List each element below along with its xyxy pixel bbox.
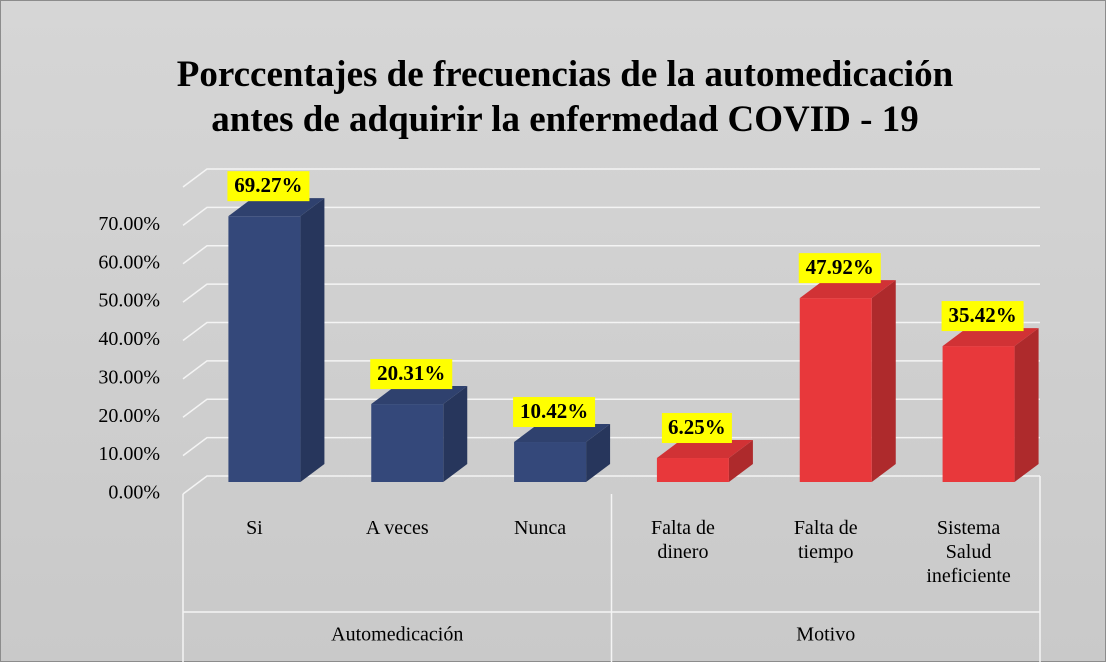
data-label-bg (227, 171, 310, 202)
bar-top (228, 198, 325, 217)
y-tick-label: 60.00% (98, 251, 160, 273)
bar-side (871, 280, 896, 482)
y-tick-label: 50.00% (98, 290, 160, 312)
bar-side (1014, 328, 1039, 482)
data-label: 6.25% (668, 415, 726, 439)
data-label-bg (513, 397, 596, 428)
y-tick-label: 70.00% (98, 213, 160, 235)
x-tick-label: Nunca (513, 517, 567, 539)
bar (656, 458, 729, 482)
data-label: 10.42% (520, 399, 588, 423)
grid-line (182, 321, 1040, 342)
y-tick-label: 40.00% (98, 328, 160, 350)
bar-side (300, 198, 325, 482)
group-label: Motivo (796, 624, 855, 646)
y-tick-label: 30.00% (98, 366, 160, 388)
bar (371, 404, 444, 482)
data-label: 20.31% (377, 361, 445, 385)
y-tick-label: 20.00% (98, 405, 160, 427)
bar-side (728, 440, 753, 482)
grid-line (182, 398, 1040, 418)
data-label-bg (661, 413, 732, 444)
bar-side (443, 386, 468, 482)
x-tick-label-box: Sistema Salud ineficiente (926, 517, 1011, 587)
data-label: 35.42% (948, 303, 1016, 327)
x-tick-label: Si (246, 517, 263, 539)
y-tick-label: 10.00% (98, 443, 160, 465)
grid-line (182, 245, 1040, 265)
grid-line (182, 475, 1040, 495)
bar (799, 298, 872, 482)
x-tick-label-box: Nunca (513, 517, 567, 539)
x-tick-label: Falta de tiempo (793, 517, 858, 563)
data-label-bg (370, 359, 453, 390)
x-tick-label: Falta de dinero (650, 517, 715, 563)
data-label: 47.92% (806, 255, 874, 279)
x-tick-label: Sistema Salud ineficiente (926, 517, 1011, 587)
bar (228, 216, 301, 482)
bar-top (656, 440, 753, 459)
bar-top (371, 386, 468, 405)
chart-title: Porccentajes de frecuencias de la autome… (177, 54, 954, 140)
frame-top (182, 168, 1040, 188)
x-tick-label-box: Falta de dinero (650, 517, 715, 563)
grid-line (182, 283, 1040, 303)
bar (942, 346, 1015, 482)
group-label: Automedicación (331, 624, 463, 646)
data-label-bg (941, 301, 1024, 332)
x-tick-label-box: Si (246, 517, 263, 539)
grid-line (182, 436, 1040, 457)
bar-top (799, 280, 896, 299)
bar-top (942, 328, 1039, 347)
x-tick-label-box: Falta de tiempo (793, 517, 858, 563)
x-tick-label: A veces (365, 517, 429, 539)
grid-line (182, 206, 1040, 226)
x-tick-label-box: A veces (365, 517, 429, 539)
grid-line (182, 360, 1040, 380)
data-label: 69.27% (234, 173, 302, 197)
bar-top (514, 424, 611, 443)
bar-side (586, 424, 611, 482)
data-label-bg (798, 253, 881, 284)
bar (514, 442, 587, 482)
y-tick-label: 0.00% (108, 482, 160, 504)
